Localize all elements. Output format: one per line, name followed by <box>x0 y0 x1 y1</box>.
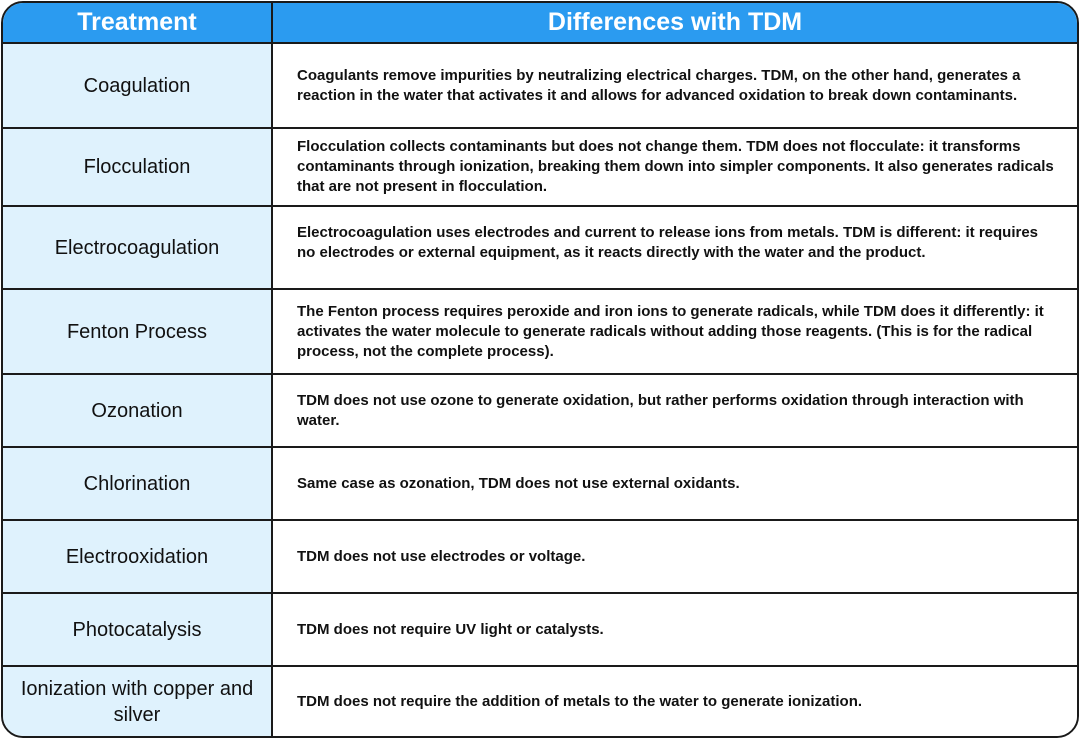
header-treatment: Treatment <box>3 3 273 44</box>
difference-cell-photocatalysis: TDM does not require UV light or catalys… <box>273 594 1077 667</box>
treatment-cell-fenton-process: Fenton Process <box>3 290 273 375</box>
treatment-cell-ozonation: Ozonation <box>3 375 273 448</box>
difference-cell-flocculation: Flocculation collects contaminants but d… <box>273 129 1077 207</box>
difference-cell-electrocoagulation: Electrocoagulation uses electrodes and c… <box>273 207 1077 290</box>
treatment-cell-ionization: Ionization with copper and silver <box>3 667 273 736</box>
difference-cell-ionization: TDM does not require the addition of met… <box>273 667 1077 736</box>
header-differences: Differences with TDM <box>273 3 1077 44</box>
difference-cell-chlorination: Same case as ozonation, TDM does not use… <box>273 448 1077 521</box>
treatment-cell-electrocoagulation: Electrocoagulation <box>3 207 273 290</box>
difference-cell-electrooxidation: TDM does not use electrodes or voltage. <box>273 521 1077 594</box>
difference-cell-fenton-process: The Fenton process requires peroxide and… <box>273 290 1077 375</box>
treatment-cell-flocculation: Flocculation <box>3 129 273 207</box>
difference-cell-ozonation: TDM does not use ozone to generate oxida… <box>273 375 1077 448</box>
difference-cell-coagulation: Coagulants remove impurities by neutrali… <box>273 44 1077 129</box>
treatment-cell-electrooxidation: Electrooxidation <box>3 521 273 594</box>
treatment-cell-photocatalysis: Photocatalysis <box>3 594 273 667</box>
treatment-cell-coagulation: Coagulation <box>3 44 273 129</box>
treatment-cell-chlorination: Chlorination <box>3 448 273 521</box>
